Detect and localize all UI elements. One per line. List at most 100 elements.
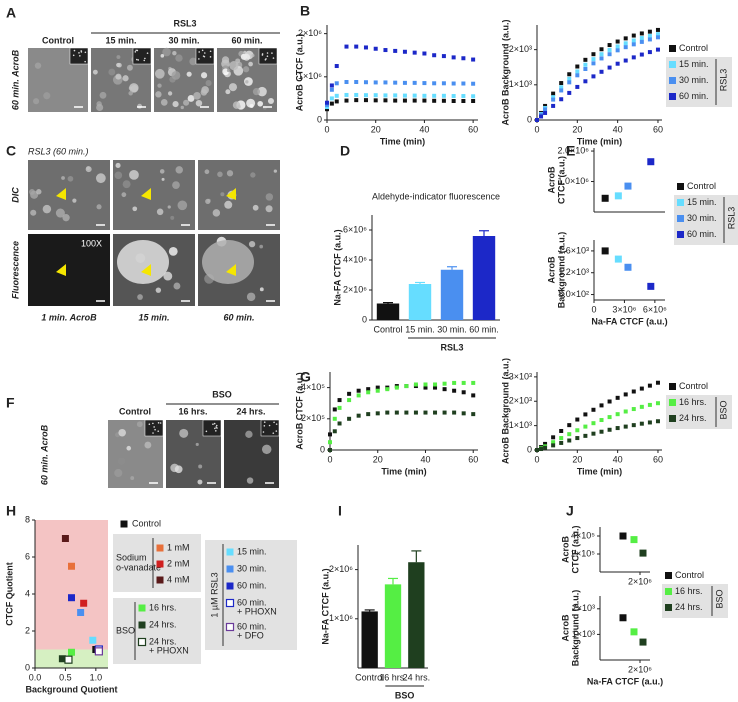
cell-blob xyxy=(246,98,256,108)
legend-swatch xyxy=(156,576,164,584)
scatter-point xyxy=(619,614,627,622)
legend-label: 30 min. xyxy=(679,75,709,85)
cell-blob xyxy=(261,444,272,455)
legend-swatch xyxy=(669,399,676,406)
cell-blob xyxy=(245,80,249,84)
line-point xyxy=(393,98,398,103)
cell-blob xyxy=(126,445,132,451)
scatter-point xyxy=(630,536,638,544)
legend-label: 2 mM xyxy=(167,558,190,568)
fluorescent-cell xyxy=(117,240,169,284)
legend-swatch xyxy=(669,383,676,390)
y-tick-label: 8.0×10² xyxy=(558,289,589,299)
line-point xyxy=(655,27,660,32)
cell-blob xyxy=(183,99,190,106)
panel-letter: G xyxy=(300,369,311,385)
scatter-point xyxy=(601,247,609,255)
cell-blob xyxy=(132,206,138,212)
line-point xyxy=(328,440,332,445)
legend-group-label: BSO xyxy=(116,625,135,635)
legend-label: 30 min. xyxy=(687,213,717,223)
line-point xyxy=(615,39,620,44)
cell-blob xyxy=(137,103,143,109)
micrograph xyxy=(91,47,152,112)
cell-blob xyxy=(72,198,77,203)
line-point xyxy=(471,412,476,417)
arrowhead xyxy=(226,188,236,200)
legend-group-box xyxy=(674,195,738,245)
scatter-point xyxy=(68,594,75,602)
y-tick-label: 2.0×10⁶ xyxy=(558,145,590,155)
bar xyxy=(408,284,432,320)
x-tick-label: 2×10⁶ xyxy=(628,664,652,674)
line-point xyxy=(329,83,334,88)
legend-group-label: BSO xyxy=(718,400,728,419)
line-point xyxy=(451,99,456,103)
cell-blob xyxy=(62,214,70,222)
line-point xyxy=(623,41,628,46)
line-point xyxy=(575,84,580,89)
cell-blob xyxy=(248,61,253,67)
legend-label: 24 hrs. xyxy=(149,619,177,629)
row-label: 60 min. AcroB xyxy=(10,49,20,110)
line-point xyxy=(639,39,644,44)
line-point xyxy=(607,415,612,420)
y-tick-label: 2×10³ xyxy=(509,396,532,406)
legend-swatch xyxy=(677,215,684,222)
line-point xyxy=(591,57,596,62)
line-point xyxy=(599,52,604,57)
line-point xyxy=(356,413,361,418)
cell-blob xyxy=(155,287,162,293)
y-axis-label: AcroB Background (a.u.) xyxy=(500,19,510,125)
inset-dot xyxy=(268,424,271,427)
line-point xyxy=(639,421,644,426)
scatter-point xyxy=(639,549,647,557)
cell-blob xyxy=(265,193,274,201)
panel-letter: D xyxy=(340,143,350,159)
x-tick-label: Control xyxy=(373,324,402,334)
y-tick-label: 0 xyxy=(320,444,325,454)
line-point xyxy=(422,98,427,103)
scatter-point xyxy=(619,532,627,540)
inset-dot xyxy=(214,427,216,430)
y-tick-label: 2 xyxy=(25,625,30,635)
error-bar xyxy=(415,281,425,284)
cell-blob xyxy=(168,246,178,256)
cell-blob xyxy=(159,169,165,174)
line-point xyxy=(334,64,339,69)
x-tick-label: 2×10⁶ xyxy=(628,576,652,586)
x-axis-label: Na-FA CTCF (a.u.) xyxy=(591,316,667,326)
line-point xyxy=(583,79,588,84)
line-point xyxy=(461,81,466,86)
bar xyxy=(440,269,464,320)
line-point xyxy=(451,94,456,99)
micrograph xyxy=(108,419,164,488)
line-point xyxy=(583,62,588,67)
inset-dot xyxy=(144,57,146,60)
line-point xyxy=(337,421,342,426)
cell-blob xyxy=(257,100,264,107)
line-point xyxy=(461,99,466,103)
inset-dot xyxy=(212,423,214,425)
line-point xyxy=(356,388,361,393)
legend-label: 15 min. xyxy=(687,197,717,207)
line-point xyxy=(551,103,556,108)
x-tick-label: 20 xyxy=(371,124,381,134)
cell-blob xyxy=(126,64,133,71)
cell-blob xyxy=(172,181,180,190)
inset-dot xyxy=(215,426,217,428)
line-point xyxy=(471,380,476,385)
cell-blob xyxy=(200,89,208,96)
cell-blob xyxy=(267,97,274,104)
x-tick-label: 20 xyxy=(572,454,582,464)
line-point xyxy=(402,93,407,98)
inset-dot xyxy=(137,59,140,61)
inset xyxy=(202,419,222,437)
cell-blob xyxy=(198,464,203,469)
x-tick-label: 40 xyxy=(419,124,429,134)
scatter-point xyxy=(624,263,632,271)
arrowhead xyxy=(56,264,66,276)
line-point xyxy=(543,103,548,108)
cell-blob xyxy=(252,88,261,96)
legend-group-label: RSL3 xyxy=(718,69,728,92)
